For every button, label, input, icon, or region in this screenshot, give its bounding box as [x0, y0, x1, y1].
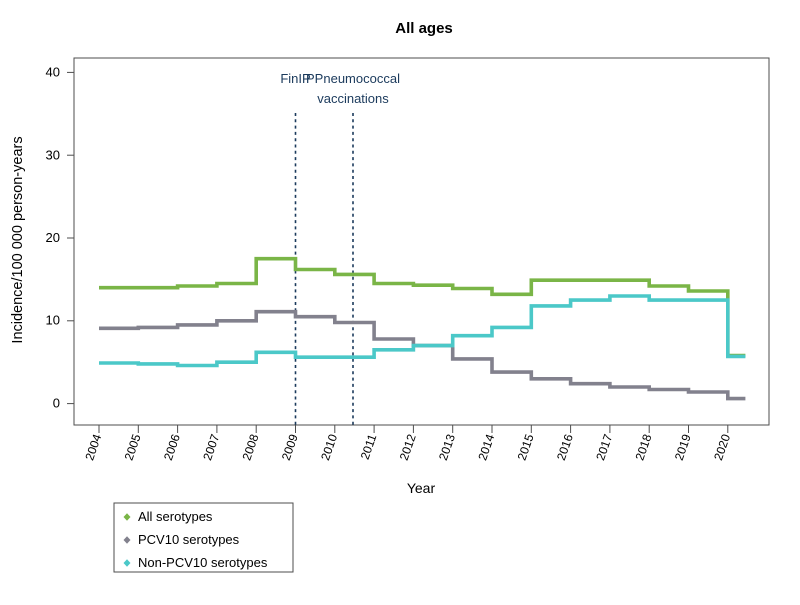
svg-text:30: 30: [46, 148, 60, 163]
svg-text:10: 10: [46, 313, 60, 328]
svg-text:2011: 2011: [358, 432, 380, 461]
svg-text:Non-PCV10 serotypes: Non-PCV10 serotypes: [138, 555, 268, 570]
svg-text:2014: 2014: [475, 432, 497, 462]
svg-text:2009: 2009: [279, 432, 301, 462]
svg-text:Year: Year: [407, 480, 436, 496]
svg-text:2015: 2015: [515, 432, 537, 462]
svg-text:2013: 2013: [436, 432, 458, 462]
svg-text:2010: 2010: [318, 432, 340, 462]
svg-text:PPneumococcal: PPneumococcal: [306, 71, 400, 86]
svg-text:All ages: All ages: [395, 20, 453, 37]
svg-text:All serotypes: All serotypes: [138, 509, 213, 524]
svg-text:2012: 2012: [397, 432, 419, 462]
svg-text:2017: 2017: [593, 432, 615, 462]
svg-text:2020: 2020: [711, 432, 733, 462]
svg-text:2019: 2019: [672, 432, 694, 462]
svg-text:0: 0: [53, 396, 60, 411]
svg-text:40: 40: [46, 65, 60, 80]
svg-text:2004: 2004: [82, 432, 104, 462]
svg-text:vaccinations: vaccinations: [317, 91, 389, 106]
svg-text:20: 20: [46, 230, 60, 245]
svg-text:2006: 2006: [161, 432, 183, 462]
svg-text:2018: 2018: [633, 432, 655, 462]
svg-text:2008: 2008: [240, 432, 262, 462]
svg-text:Incidence/100 000 person-years: Incidence/100 000 person-years: [10, 136, 26, 343]
svg-text:2005: 2005: [122, 432, 144, 462]
svg-text:2016: 2016: [554, 432, 576, 462]
svg-text:2007: 2007: [200, 432, 222, 462]
svg-text:PCV10 serotypes: PCV10 serotypes: [138, 532, 240, 547]
